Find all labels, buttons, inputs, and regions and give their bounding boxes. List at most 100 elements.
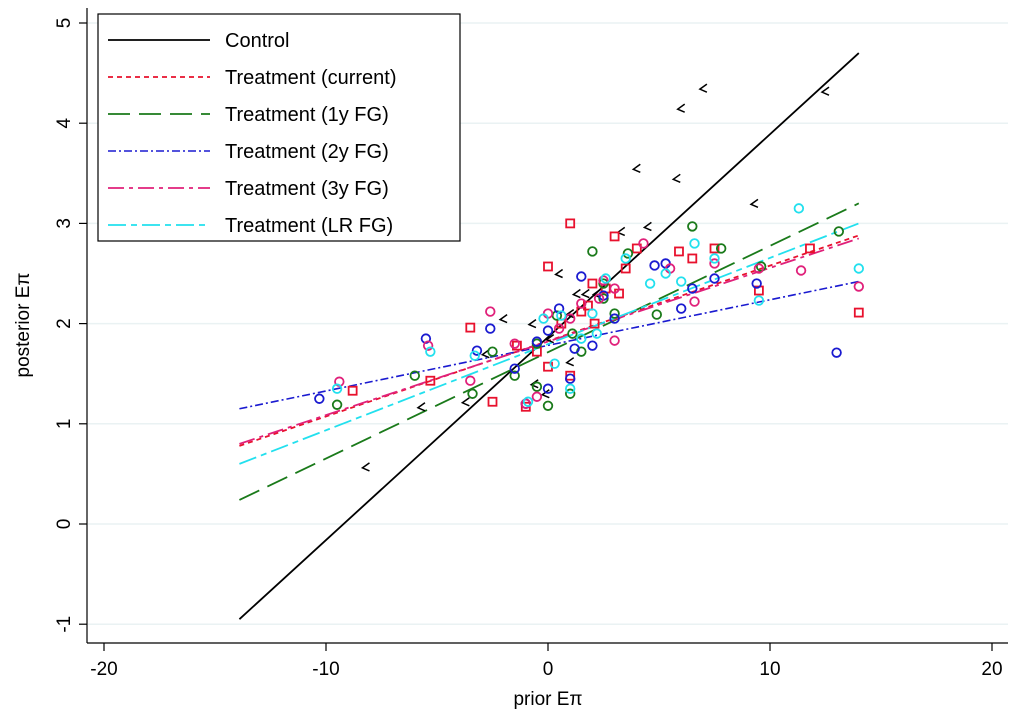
y-tick-label: 2: [54, 318, 75, 329]
data-point-control: [698, 83, 708, 93]
data-point-treatment-current: [487, 396, 498, 407]
data-point-treatment-1y-fg: [565, 388, 576, 399]
data-point-treatment-2y-fg: [542, 383, 554, 394]
data-point-treatment-1y-fg: [531, 381, 543, 392]
data-point-treatment-3y-fg: [609, 283, 620, 294]
data-point-treatment-3y-fg: [709, 258, 720, 269]
y-tick-label: -1: [54, 616, 75, 633]
data-point-treatment-lr-fg: [576, 333, 587, 344]
data-point-treatment-3y-fg: [638, 238, 649, 249]
data-point-control: [631, 163, 641, 173]
data-point-treatment-lr-fg: [709, 253, 720, 264]
data-point-treatment-lr-fg: [469, 350, 480, 361]
data-point-control: [580, 288, 590, 299]
data-point-treatment-lr-fg: [644, 278, 656, 289]
y-tick-label: 0: [54, 519, 75, 530]
data-point-treatment-1y-fg: [651, 309, 662, 320]
y-tick-label: 5: [54, 18, 75, 29]
legend-label-control: Control: [225, 30, 289, 52]
data-point-treatment-lr-fg: [753, 295, 765, 306]
data-point-treatment-1y-fg: [542, 400, 554, 411]
data-point-treatment-1y-fg: [567, 328, 578, 339]
data-point-control: [642, 221, 652, 232]
legend: Control Treatment (current) Treatment (1y …: [97, 13, 461, 242]
data-point-treatment-3y-fg: [576, 298, 587, 309]
data-point-treatment-current: [805, 243, 815, 254]
data-point-treatment-current: [565, 218, 576, 229]
data-point-control: [571, 288, 581, 299]
data-point-treatment-3y-fg: [520, 398, 532, 409]
y-tick-label: 1: [54, 419, 75, 430]
data-point-treatment-1y-fg: [587, 246, 598, 257]
data-point-treatment-3y-fg: [753, 263, 765, 274]
data-point-treatment-lr-fg: [538, 313, 549, 324]
data-point-treatment-lr-fg: [331, 383, 343, 394]
data-point-treatment-current: [347, 385, 358, 396]
x-tick-label: 20: [981, 659, 1002, 680]
data-point-treatment-2y-fg: [314, 393, 325, 404]
data-point-treatment-1y-fg: [687, 221, 698, 232]
data-point-treatment-current: [674, 246, 684, 257]
data-point-treatment-1y-fg: [715, 243, 727, 254]
data-point-treatment-1y-fg: [409, 370, 421, 381]
data-point-treatment-2y-fg: [649, 260, 660, 271]
data-point-treatment-current: [425, 375, 436, 386]
data-point-treatment-lr-fg: [549, 358, 560, 369]
data-point-treatment-3y-fg: [565, 313, 576, 324]
data-point-treatment-2y-fg: [531, 336, 543, 347]
data-point-control: [540, 389, 550, 399]
data-point-treatment-current: [709, 243, 720, 254]
legend-label-treatment-1y-fg: Treatment (1y FG): [225, 104, 389, 126]
x-tick-label: 0: [543, 659, 554, 680]
data-point-treatment-2y-fg: [565, 373, 576, 384]
y-axis-title: posterior Eπ: [13, 273, 34, 378]
data-point-treatment-current: [620, 263, 631, 274]
data-point-treatment-lr-fg: [591, 328, 603, 339]
data-point-treatment-current: [631, 243, 642, 254]
data-point-treatment-3y-fg: [593, 293, 605, 304]
data-point-treatment-2y-fg: [420, 333, 432, 344]
data-point-control: [554, 268, 564, 279]
data-point-treatment-2y-fg: [485, 323, 496, 334]
data-point-control: [545, 334, 555, 344]
data-point-control: [529, 379, 539, 389]
data-point-treatment-1y-fg: [509, 370, 520, 381]
data-point-treatment-current: [543, 261, 553, 272]
data-point-treatment-2y-fg: [831, 347, 842, 358]
data-point-treatment-1y-fg: [598, 278, 609, 289]
data-point-control: [749, 198, 759, 209]
data-point-treatment-current: [512, 340, 522, 351]
data-point-treatment-lr-fg: [689, 238, 700, 249]
data-point-treatment-current: [853, 307, 864, 318]
data-point-treatment-current: [583, 300, 593, 311]
data-point-treatment-3y-fg: [485, 306, 496, 317]
data-point-treatment-2y-fg: [676, 303, 687, 314]
legend-label-treatment-2y-fg: Treatment (2y FG): [225, 141, 389, 163]
data-point-control: [820, 86, 830, 96]
data-point-control: [360, 462, 370, 472]
legend-label-treatment-current: Treatment (current): [225, 67, 397, 89]
x-tick-label: -20: [90, 659, 117, 680]
data-point-treatment-current: [609, 231, 620, 242]
data-point-treatment-1y-fg: [467, 388, 478, 399]
x-axis-title: prior Eπ: [513, 689, 582, 710]
y-tick-label: 4: [54, 117, 75, 128]
data-point-treatment-1y-fg: [487, 346, 498, 357]
data-point-treatment-3y-fg: [609, 335, 620, 346]
data-point-control: [416, 402, 426, 412]
data-point-treatment-2y-fg: [709, 273, 720, 284]
data-point-treatment-1y-fg: [833, 226, 845, 237]
data-point-control: [671, 173, 681, 183]
fit-line-treatment-1y-fg: [239, 202, 860, 501]
data-point-treatment-3y-fg: [598, 275, 609, 286]
fit-line-treatment-lr-fg: [239, 222, 860, 465]
data-point-treatment-current: [589, 318, 600, 329]
data-point-treatment-1y-fg: [598, 293, 609, 304]
data-point-treatment-lr-fg: [565, 383, 576, 394]
data-point-control: [498, 313, 508, 324]
data-point-control: [527, 318, 537, 329]
data-point-treatment-lr-fg: [676, 276, 687, 287]
data-point-treatment-current: [687, 253, 698, 264]
data-point-control: [480, 349, 490, 359]
